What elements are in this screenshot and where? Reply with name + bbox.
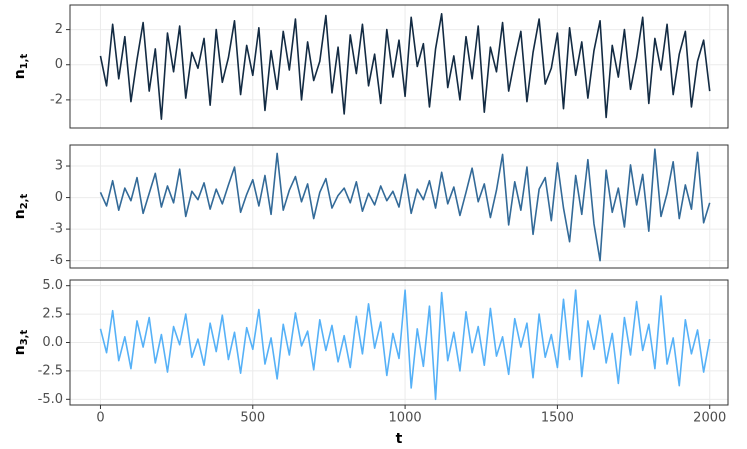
y-axis-label-main: n: [12, 209, 28, 219]
y-axis-label: n1,t: [12, 54, 30, 80]
y-axis-label-sub: 2,t: [19, 194, 30, 210]
series-line: [99, 148, 711, 262]
y-tick-label: 2.5: [42, 307, 63, 322]
y-axis-label: n2,t: [12, 194, 30, 220]
y-tick-label: -3: [50, 222, 63, 237]
y-tick-label: -2: [50, 92, 63, 107]
y-tick-label: 0: [55, 190, 63, 205]
x-tick-label: 1500: [541, 411, 574, 426]
series-line: [99, 12, 711, 121]
y-tick-label: 0.0: [42, 335, 63, 350]
y-tick-label: -5.0: [38, 392, 63, 407]
y-axis-label-sub: 3,t: [19, 330, 30, 346]
series-line: [99, 289, 711, 401]
y-tick-label: 0: [55, 57, 63, 72]
y-tick-label: 3: [55, 159, 63, 174]
x-tick-label: 1000: [389, 411, 422, 426]
x-tick-label: 0: [96, 411, 104, 426]
y-tick-label: -2.5: [38, 363, 63, 378]
y-tick-label: -6: [50, 253, 63, 268]
y-tick-label: 5.0: [42, 278, 63, 293]
x-tick-label: 500: [240, 411, 265, 426]
y-axis-label-main: n: [12, 345, 28, 355]
y-axis-label: n3,t: [12, 330, 30, 356]
x-axis-label: t: [396, 431, 403, 447]
x-tick-label: 2000: [693, 411, 726, 426]
panel-border: [69, 279, 729, 406]
panel-border: [69, 144, 729, 269]
y-axis-label-sub: 1,t: [19, 54, 30, 70]
panel-border: [69, 4, 729, 129]
y-axis-label-main: n: [12, 69, 28, 79]
y-tick-label: 2: [55, 22, 63, 37]
